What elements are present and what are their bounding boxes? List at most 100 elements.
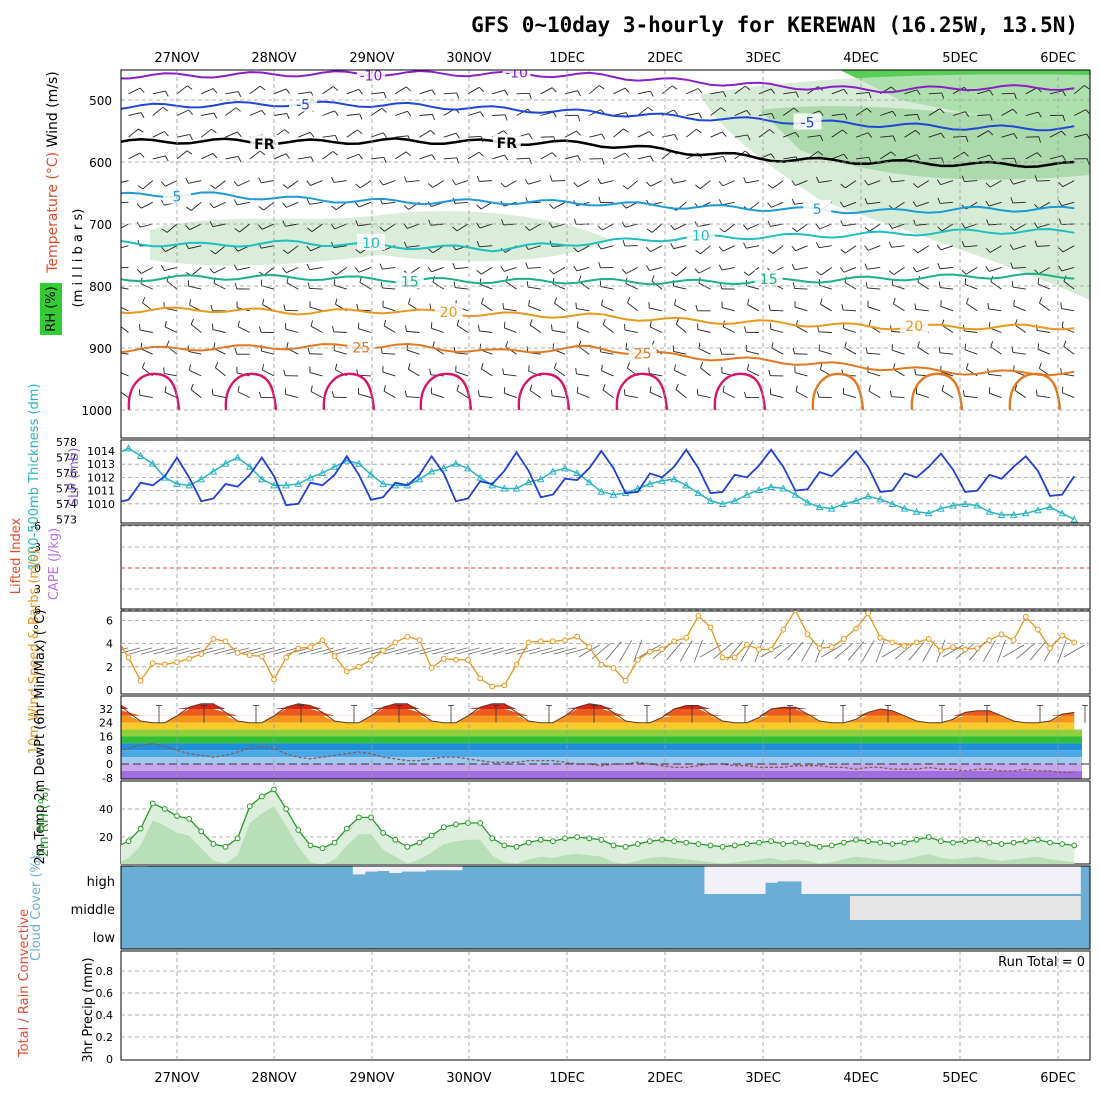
wind-barb-flag [598,196,601,203]
wind-barb [261,180,275,184]
wind-barb [528,180,541,185]
thickness-point [791,490,800,498]
high-clear [922,866,936,894]
wind-barb-flag [142,297,146,303]
wind-barb-flag [456,157,460,164]
rh-body [121,786,1078,864]
wind-barb [346,129,358,138]
wind-barb [92,393,104,398]
wind-barb [358,393,372,399]
wind-barb-flag [262,298,265,305]
wind-barb-flag [500,266,505,272]
thickness-point [258,475,266,483]
surface-barb [141,647,165,655]
wind-barb [1025,87,1038,95]
wind-barb [166,223,178,233]
wind-barb-flag [840,183,846,189]
wind-speed-point [671,638,678,645]
wind-barb [600,245,614,250]
thickness-point [282,481,290,489]
thickness-point [694,489,703,497]
high-clear [1031,866,1045,894]
wind-barb-flag [1058,247,1064,253]
wind-barb [1037,283,1051,290]
wind-barb-flag [549,175,553,182]
thickness-point [997,510,1006,518]
wind-barb-flag [988,130,994,136]
cloud-tick: high [87,875,115,890]
wind-barb [249,110,262,116]
high-clear [849,866,863,894]
wind-barb-flag [794,132,800,138]
lifted-index-panel: -6 -3 0 3 6 [30,520,1091,617]
wind-barb [395,86,407,95]
wind-barb [516,157,530,160]
wind-barb [505,281,517,290]
wind-barb-flag [1063,340,1067,347]
wind-barb [91,309,104,311]
wind-barb [309,372,323,377]
wind-barb [674,223,687,231]
wind-barb-flag [744,85,751,91]
wind-barb-flag [551,324,553,331]
high-clear [934,866,948,894]
wind-barb [285,328,299,333]
wind-speed-point [1071,639,1078,646]
surface-barb [359,647,383,655]
wind-barb-flag [670,177,674,184]
isotherm-label-bg [250,134,279,151]
wind-barb-flag [1010,262,1014,269]
isotherm-label-bg [754,269,783,286]
wind-barb [601,223,614,231]
wind-barb-flag [237,131,242,137]
slp-tick: 1013 [87,458,115,471]
wind-barb-flag [722,131,727,137]
wind-barb [188,245,202,250]
wind-barb-flag [432,114,435,121]
rh-point [598,836,605,843]
wind-barb [553,201,566,209]
mid-clear [1068,896,1081,920]
surface-barb [1063,644,1085,658]
thickness-tick: 578 [56,436,77,449]
wind-barb-flag [819,110,824,116]
wind-barb-flag [989,114,993,121]
wind-barb-flag [768,304,771,311]
thickness-point [876,495,885,503]
isotherm-label: 25 [352,341,370,357]
wind-speed-point [343,668,350,675]
wind-barb-flag [816,242,820,248]
rh-point [865,838,872,845]
wind-barb-flag [380,281,383,289]
rh-point [853,836,859,843]
slp-tick: 1011 [87,485,115,498]
wind-barb-flag [888,241,893,248]
thickness-point [367,470,375,478]
wind-barb [261,245,275,249]
thickness-point [209,467,218,475]
wind-barb-flag [1083,85,1090,90]
wind-barb-flag [771,342,774,349]
wind-barb-flag [403,241,408,248]
surface-barb [322,647,347,655]
wind-barb [553,267,566,275]
wind-barb-flag [742,224,748,230]
isotherm-label-bg [395,272,424,289]
wind-barb-flag [407,111,412,117]
surface-barb [383,647,407,655]
axis-label: RH (%) [44,286,59,331]
wind-barb [128,128,139,138]
wind-barb [152,90,166,95]
high-clear [716,866,730,894]
wind-barb-flag [792,282,795,289]
wind-barb-flag [476,204,482,210]
wind-barb-flag [259,326,262,333]
wind-barb [697,394,711,399]
wind-barb [686,112,700,116]
wind-barb [382,201,396,205]
wind-barb [818,245,832,249]
wind-barb [1049,90,1063,95]
wind-speed-point [355,663,362,670]
wind-barb [287,245,299,254]
